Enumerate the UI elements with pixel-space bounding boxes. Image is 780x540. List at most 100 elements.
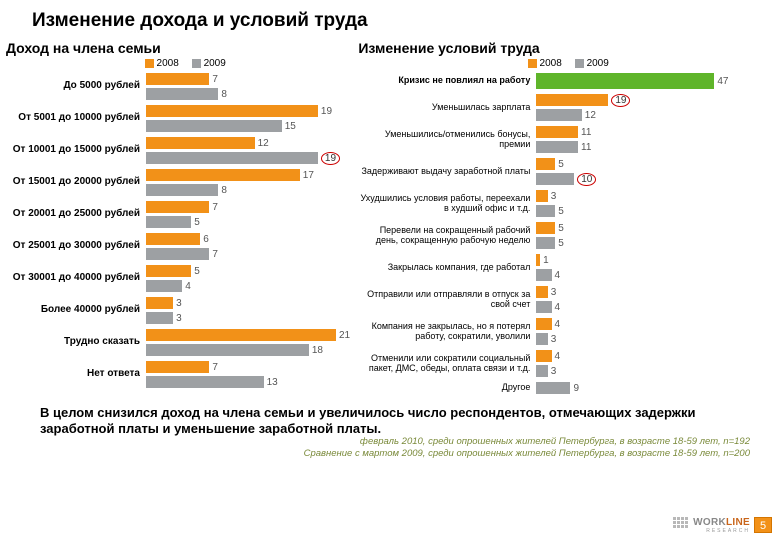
bar-2008 — [146, 297, 173, 309]
bar-2008 — [146, 361, 209, 373]
row-label: Отправили или отправляли в отпуск за сво… — [356, 290, 536, 309]
row-label: Кризис не повлиял на работу — [356, 76, 536, 85]
bar-value: 7 — [212, 249, 218, 260]
bars-area: 1219 — [146, 135, 356, 166]
bars-area: 47 — [536, 71, 770, 91]
bar-value: 3 — [551, 191, 557, 202]
bars-area: 34 — [536, 284, 770, 315]
row-label: Ухудшились условия работы, переехали в х… — [356, 194, 536, 213]
legend-label-2009: 2009 — [587, 58, 609, 69]
bar-value: 4 — [555, 302, 561, 313]
bars-area: 1111 — [536, 124, 770, 155]
bar-value: 3 — [551, 334, 557, 345]
chart-row: Компания не закрылась, но я потерял рабо… — [356, 316, 770, 347]
chart-row: Более 40000 рублей33 — [4, 295, 356, 326]
bar-value: 4 — [555, 319, 561, 330]
bars-area: 21 18 — [146, 327, 356, 358]
bar-value: 3 — [551, 366, 557, 377]
bars-area: 178 — [146, 167, 356, 198]
row-label: От 5001 до 10000 рублей — [4, 113, 146, 124]
legend-box-2009 — [575, 59, 584, 68]
bar-value: 5 — [194, 266, 200, 277]
bar-value: 4 — [555, 351, 561, 362]
left-legend: 2008 2009 — [4, 58, 356, 69]
bar-2009 — [536, 382, 570, 394]
left-chart-title: Доход на члена семьи — [4, 40, 356, 58]
row-label: От 25001 до 30000 рублей — [4, 241, 146, 252]
bars-area: 43 — [536, 316, 770, 347]
bars-area: 55 — [536, 220, 770, 251]
bar-2008 — [536, 94, 608, 106]
bar-value: 12 — [258, 138, 269, 149]
chart-row: От 20001 до 25000 рублей75 — [4, 199, 356, 230]
logo: WORKLINE RESEARCH — [673, 517, 750, 534]
bar-value: 7 — [212, 202, 218, 213]
legend-box-2008 — [528, 59, 537, 68]
bar-2009 — [146, 152, 318, 164]
bar-2009 — [146, 184, 218, 196]
bar-value: 3 — [551, 287, 557, 298]
right-column: Изменение условий труда 2008 2009 Кризис… — [356, 40, 770, 397]
bar-value: 17 — [303, 170, 314, 181]
source-note: февраль 2010, среди опрошенных жителей П… — [0, 436, 780, 460]
left-chart: До 5000 рублей78От 5001 до 10000 рублей1… — [4, 71, 356, 390]
page-title: Изменение дохода и условий труда — [0, 0, 780, 40]
bar-value: 19 — [611, 94, 630, 107]
bar-2009 — [536, 73, 714, 89]
bars-area: 1912 — [536, 92, 770, 123]
row-label: Уменьшилась зарплата — [356, 103, 536, 112]
bar-2009 — [536, 301, 551, 313]
bar-value: 5 — [558, 206, 564, 217]
bar-2008 — [536, 222, 555, 234]
footer: WORKLINE RESEARCH 5 — [673, 517, 772, 534]
right-legend: 2008 2009 — [356, 58, 770, 69]
row-label: Другое — [356, 383, 536, 392]
legend-label-2009: 2009 — [204, 58, 226, 69]
bars-area: 713 — [146, 359, 356, 390]
bar-2009 — [536, 205, 555, 217]
bar-value: 4 — [185, 281, 191, 292]
bar-2008 — [146, 265, 191, 277]
chart-row: Ухудшились условия работы, переехали в х… — [356, 188, 770, 219]
row-label: Перевели на сокращенный рабочий день, со… — [356, 226, 536, 245]
bar-2009 — [146, 120, 282, 132]
chart-row: Кризис не повлиял на работу47 — [356, 71, 770, 91]
bar-2009 — [146, 312, 173, 324]
bar-value: 6 — [203, 234, 209, 245]
bar-value: 19 — [321, 106, 332, 117]
row-label: Компания не закрылась, но я потерял рабо… — [356, 322, 536, 341]
bars-area: 67 — [146, 231, 356, 262]
bar-value: 21 — [339, 330, 350, 341]
bar-2009 — [146, 376, 264, 388]
bar-value: 1 — [543, 255, 549, 266]
bar-2008 — [146, 329, 336, 341]
row-label: До 5000 рублей — [4, 81, 146, 92]
right-chart: Кризис не повлиял на работу47 Уменьшилась… — [356, 71, 770, 396]
row-label: От 20001 до 25000 рублей — [4, 209, 146, 220]
bar-2009 — [146, 280, 182, 292]
bar-2009 — [536, 173, 574, 185]
bar-2008 — [146, 105, 318, 117]
bar-2009 — [536, 141, 578, 153]
bar-value: 11 — [581, 127, 591, 138]
bars-area: 510 — [536, 156, 770, 187]
bar-value: 12 — [585, 110, 596, 121]
chart-row: Уменьшилась зарплата1912 — [356, 92, 770, 123]
bar-value: 18 — [312, 345, 323, 356]
right-chart-title: Изменение условий труда — [356, 40, 770, 58]
left-column: Доход на члена семьи 2008 2009 До 5000 р… — [4, 40, 356, 397]
chart-row: До 5000 рублей78 — [4, 71, 356, 102]
bar-2008 — [146, 137, 255, 149]
row-label: Трудно сказать — [4, 337, 146, 348]
bar-2008 — [536, 350, 551, 362]
bar-value: 3 — [176, 313, 182, 324]
bar-2008 — [146, 169, 300, 181]
bar-2008 — [536, 286, 547, 298]
bar-2008 — [536, 158, 555, 170]
chart-row: От 30001 до 40000 рублей54 — [4, 263, 356, 294]
bar-2009 — [146, 88, 218, 100]
row-label: От 30001 до 40000 рублей — [4, 273, 146, 284]
bars-area: 54 — [146, 263, 356, 294]
bar-2008 — [146, 73, 209, 85]
bars-area: 43 — [536, 348, 770, 379]
